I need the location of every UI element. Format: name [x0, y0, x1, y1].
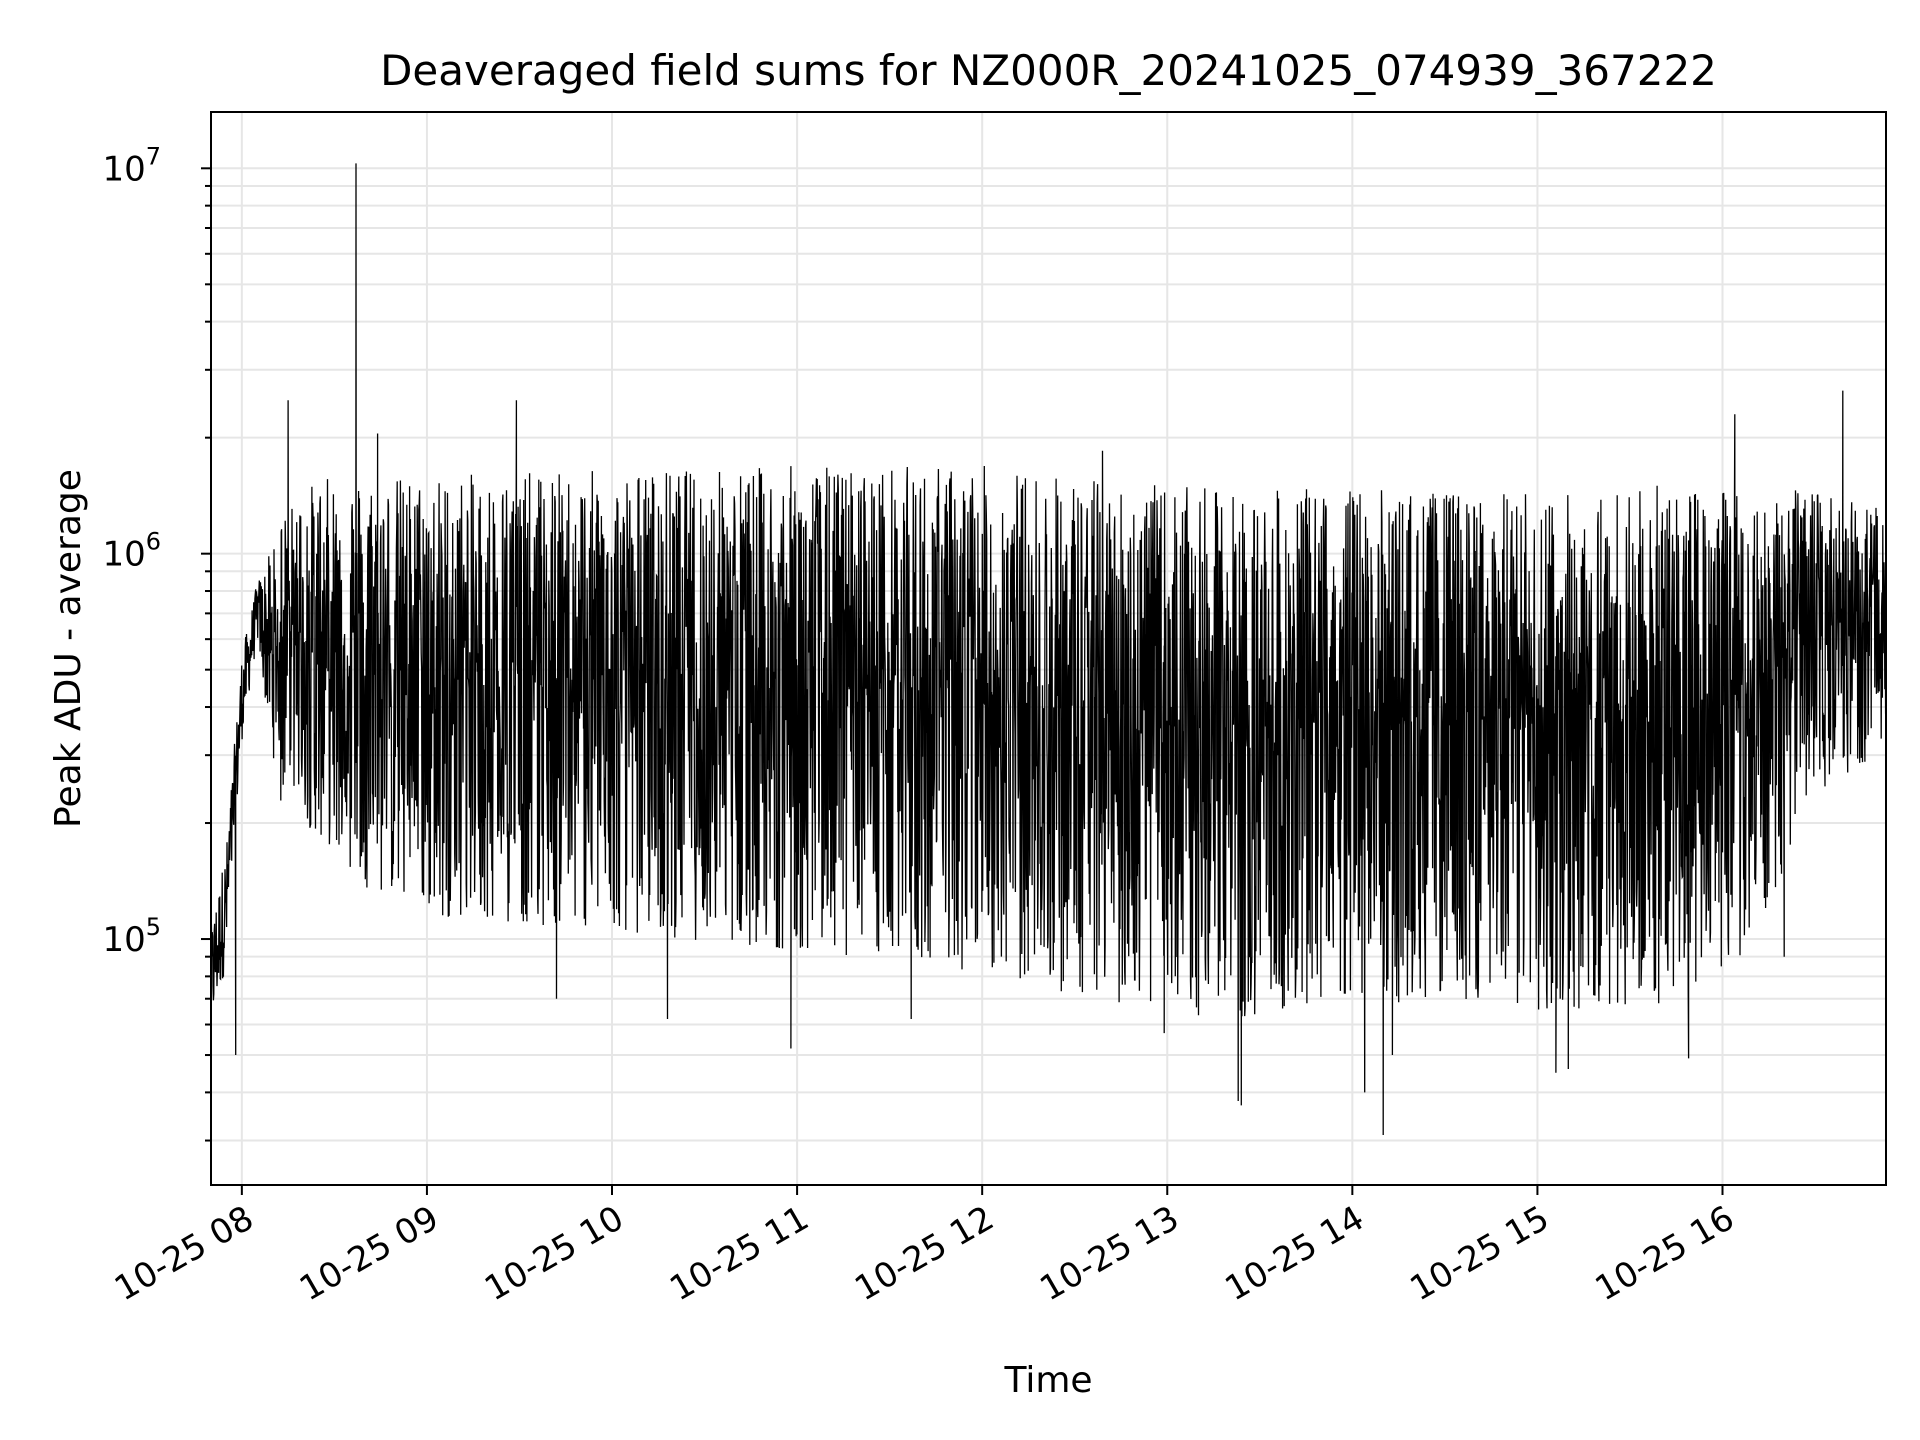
x-axis-label: Time: [1003, 1360, 1092, 1401]
y-tick-label: 105: [102, 913, 161, 960]
y-tick-label: 106: [102, 528, 161, 575]
plot-frame: [210, 111, 1887, 1186]
y-tick-label: 107: [102, 142, 161, 189]
series-line: [211, 163, 1886, 1136]
y-axis-label: Peak ADU - average: [48, 469, 89, 828]
chart-title: Deaveraged field sums for NZ000R_2024102…: [380, 46, 1717, 95]
series-path: [211, 163, 1886, 1136]
